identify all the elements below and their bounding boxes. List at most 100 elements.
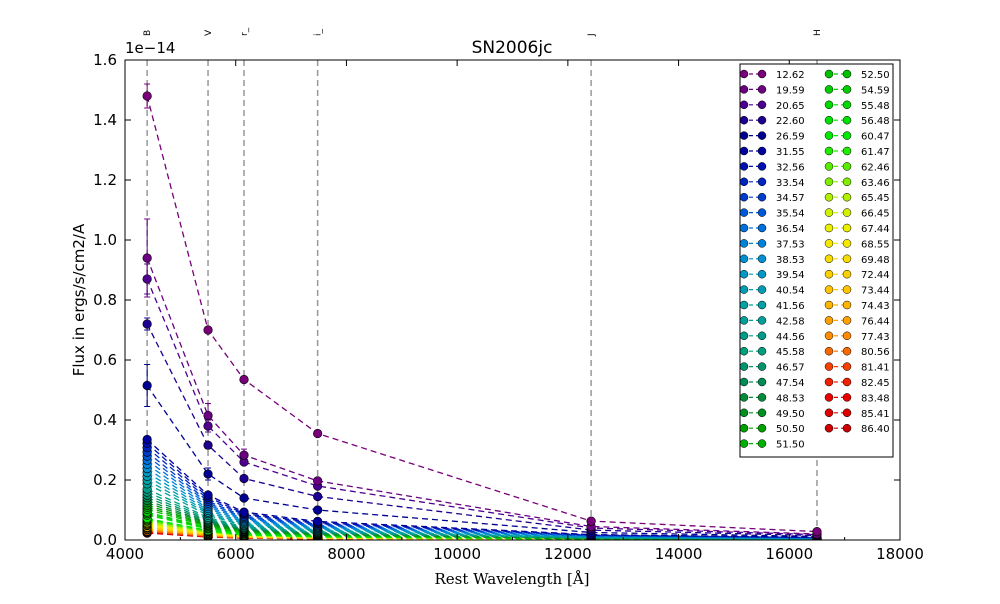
legend-marker [739, 85, 749, 94]
legend-marker [739, 423, 749, 433]
legend-marker [824, 362, 834, 371]
legend-item-35.54: 35.54 [739, 208, 805, 220]
y-tick-label: 1.6 [93, 51, 117, 69]
y-tick-label: 1.2 [93, 171, 117, 189]
legend-marker [739, 131, 749, 140]
legend-marker [824, 146, 834, 156]
legend-marker [739, 377, 749, 387]
legend-item-76.44: 76.44 [824, 316, 890, 327]
legend-marker [739, 346, 749, 356]
legend-marker [824, 208, 834, 217]
legend-marker [824, 192, 834, 202]
data-point [239, 374, 249, 385]
y-tick-label: 1.4 [93, 111, 117, 129]
legend-item-12.62: 12.62 [739, 69, 805, 81]
legend-label: 61.47 [861, 147, 890, 158]
legend-marker [739, 300, 749, 310]
legend-marker [824, 85, 834, 94]
legend-marker [842, 346, 852, 356]
legend-marker [842, 331, 852, 341]
legend-marker [842, 269, 852, 279]
y-tick-label: 0.2 [93, 471, 117, 489]
y-tick-label: 0.6 [93, 351, 117, 369]
data-point [142, 253, 152, 263]
legend-marker [757, 346, 767, 356]
legend-marker [739, 115, 749, 125]
legend-item-77.43: 77.43 [824, 331, 890, 343]
legend-label: 31.55 [776, 147, 805, 158]
legend-label: 38.53 [776, 255, 805, 266]
x-tick-label: 10000 [433, 545, 481, 563]
legend-marker [842, 423, 852, 433]
legend-marker [824, 115, 834, 125]
x-tick-label: 14000 [655, 545, 703, 563]
legend-label: 52.50 [861, 70, 890, 81]
legend-marker [842, 192, 852, 202]
legend-item-80.56: 80.56 [824, 346, 890, 358]
legend-marker [824, 331, 834, 341]
series-line [146, 323, 817, 537]
legend-label: 19.59 [776, 85, 805, 96]
x-tick-label: 18000 [876, 545, 924, 563]
legend-item-60.47: 60.47 [824, 131, 890, 143]
legend-marker [739, 408, 749, 418]
legend-label: 83.48 [861, 393, 890, 404]
legend-marker [757, 393, 767, 402]
legend-marker [757, 85, 767, 94]
legend-item-31.55: 31.55 [739, 146, 805, 158]
legend-label: 67.44 [861, 224, 890, 235]
legend-label: 56.48 [861, 116, 890, 127]
x-axis-ticks: 4000 6000 8000 10000 12000 14000 16000 18000 [106, 60, 924, 563]
data-point [239, 450, 249, 460]
legend-item-19.59: 19.59 [739, 85, 805, 96]
legend-marker [757, 177, 767, 187]
y-tick-label: 0.0 [93, 531, 117, 549]
legend-marker [739, 393, 749, 402]
legend-item-50.50: 50.50 [739, 423, 805, 435]
band-label: r_ [240, 27, 250, 36]
series-12.62 [142, 83, 822, 537]
y-axis-label: Flux in ergs/s/cm2/A [70, 223, 88, 376]
legend-marker [739, 192, 749, 202]
legend-marker [739, 285, 749, 294]
y-tick-label: 1.0 [93, 231, 117, 249]
data-point [586, 516, 596, 526]
legend-marker [824, 377, 834, 387]
legend-label: 49.50 [776, 409, 805, 420]
band-label: i_ [314, 28, 324, 36]
series-line [146, 463, 817, 539]
legend-marker [842, 362, 852, 371]
legend-label: 26.59 [776, 132, 805, 143]
legend-marker [739, 100, 749, 110]
legend-marker [824, 254, 834, 264]
legend-marker [824, 423, 834, 433]
legend-marker [842, 393, 852, 402]
series-line [146, 468, 817, 539]
legend-marker [824, 408, 834, 418]
legend-item-20.65: 20.65 [739, 100, 805, 112]
series-line [146, 491, 817, 540]
legend-marker [739, 162, 749, 171]
data-point [812, 526, 822, 537]
legend-marker [757, 115, 767, 125]
band-label: B [143, 30, 153, 36]
legend-marker [739, 146, 749, 156]
legend-marker [824, 300, 834, 310]
legend-label: 65.45 [861, 193, 890, 204]
legend-label: 77.43 [861, 332, 890, 343]
legend-label: 32.56 [776, 162, 805, 173]
series-line [146, 494, 817, 540]
legend-label: 54.59 [861, 85, 890, 96]
series-line [146, 502, 817, 540]
legend-label: 86.40 [861, 424, 890, 435]
legend-marker [757, 423, 767, 433]
data-point [313, 516, 323, 527]
legend-marker [824, 269, 834, 279]
legend-label: 46.57 [776, 363, 805, 374]
legend-label: 85.41 [861, 409, 890, 420]
legend-marker [739, 208, 749, 217]
legend-marker [739, 316, 749, 325]
legend-marker [824, 346, 834, 356]
series-line [146, 257, 817, 535]
